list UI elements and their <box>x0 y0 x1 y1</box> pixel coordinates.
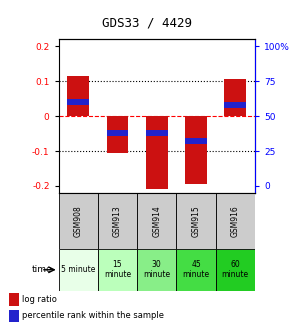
Bar <box>9 293 19 306</box>
Text: 45
minute: 45 minute <box>183 260 209 280</box>
Text: log ratio: log ratio <box>22 295 57 304</box>
Text: GSM914: GSM914 <box>152 205 161 237</box>
Text: 15
minute: 15 minute <box>104 260 131 280</box>
Bar <box>216 193 255 249</box>
Bar <box>98 193 137 249</box>
Text: percentile rank within the sample: percentile rank within the sample <box>22 311 164 320</box>
Text: 30
minute: 30 minute <box>143 260 170 280</box>
Bar <box>137 249 176 291</box>
Bar <box>146 116 168 189</box>
Bar <box>185 138 207 145</box>
Bar <box>9 310 19 322</box>
Text: 5 minute: 5 minute <box>61 265 96 274</box>
Bar <box>98 249 137 291</box>
Bar <box>224 79 246 116</box>
Bar <box>185 116 207 184</box>
Text: GSM916: GSM916 <box>231 205 240 237</box>
Bar <box>216 249 255 291</box>
Bar <box>137 193 176 249</box>
Bar <box>67 76 89 116</box>
Text: 60
minute: 60 minute <box>222 260 249 280</box>
Text: GSM915: GSM915 <box>192 205 200 237</box>
Bar <box>107 116 128 153</box>
Text: time: time <box>32 265 53 274</box>
Bar <box>224 102 246 108</box>
Text: GSM908: GSM908 <box>74 205 83 237</box>
Text: GSM913: GSM913 <box>113 205 122 237</box>
Bar <box>59 249 98 291</box>
Bar <box>176 249 216 291</box>
Text: GDS33 / 4429: GDS33 / 4429 <box>101 16 192 29</box>
Bar <box>176 193 216 249</box>
Bar <box>59 193 98 249</box>
Bar <box>67 99 89 105</box>
Bar <box>146 130 168 136</box>
Bar <box>107 130 128 136</box>
